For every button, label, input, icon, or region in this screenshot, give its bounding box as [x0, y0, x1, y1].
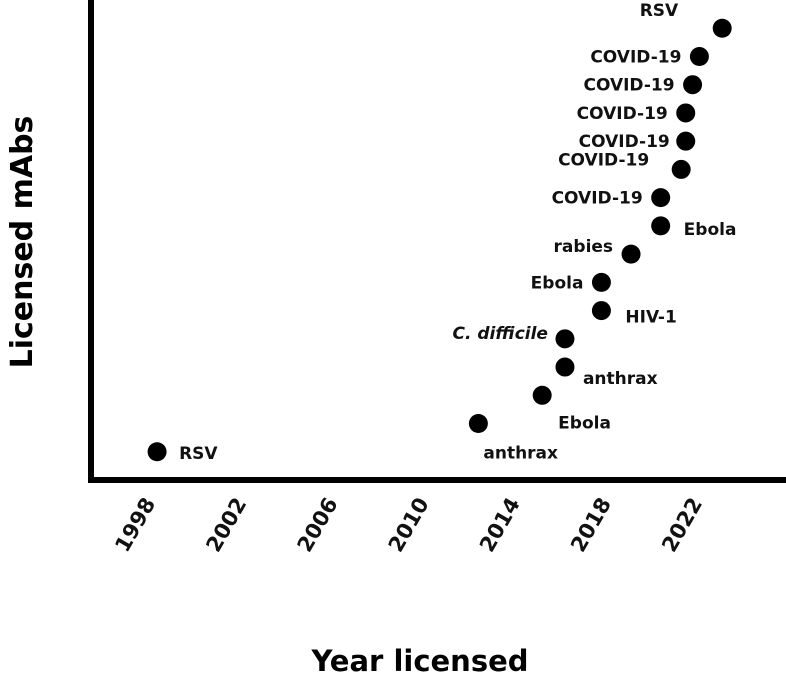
data-point	[468, 414, 488, 434]
x-tick-label: 2014	[475, 494, 525, 557]
data-point	[712, 18, 732, 38]
point-label: COVID-19	[558, 150, 649, 170]
x-axis-title: Year licensed	[310, 644, 528, 675]
point-label: COVID-19	[552, 189, 643, 209]
data-point	[555, 357, 575, 377]
data-point	[676, 103, 696, 123]
point-label: COVID-19	[583, 76, 674, 96]
data-point	[671, 159, 691, 179]
x-tick-label: 2002	[201, 494, 251, 557]
data-point	[591, 272, 611, 292]
point-label: RSV	[179, 444, 218, 464]
x-tick-label: 2022	[657, 494, 707, 557]
data-point	[591, 301, 611, 321]
point-label: COVID-19	[590, 47, 681, 67]
data-point	[621, 244, 641, 264]
point-label: C. difficile	[453, 324, 548, 344]
point-label: anthrax	[583, 369, 658, 389]
data-point	[147, 442, 167, 462]
x-tick-label: 1998	[110, 494, 160, 557]
point-label: COVID-19	[579, 132, 670, 152]
x-tick-labels: 1998 2002 2006 2010 2014 2018 2022	[110, 494, 707, 557]
x-tick-label: 2006	[293, 494, 343, 557]
data-point	[532, 385, 552, 405]
y-axis-title: Licensed mAbs	[5, 116, 40, 369]
point-label: HIV-1	[625, 308, 676, 328]
data-point	[689, 46, 709, 66]
data-point	[683, 75, 703, 95]
point-label: RSV	[640, 1, 679, 21]
data-point	[555, 329, 575, 349]
x-tick-label: 2010	[384, 494, 434, 557]
point-label: rabies	[554, 237, 614, 257]
point-label: Ebola	[684, 220, 737, 240]
point-label: Ebola	[531, 273, 584, 293]
data-points	[147, 18, 732, 462]
data-point	[651, 216, 671, 236]
point-label: anthrax	[483, 444, 558, 464]
point-label: Ebola	[558, 413, 611, 433]
x-tick-label: 2018	[566, 494, 616, 557]
data-point	[676, 131, 696, 151]
data-point	[651, 188, 671, 208]
point-label: COVID-19	[577, 104, 668, 124]
